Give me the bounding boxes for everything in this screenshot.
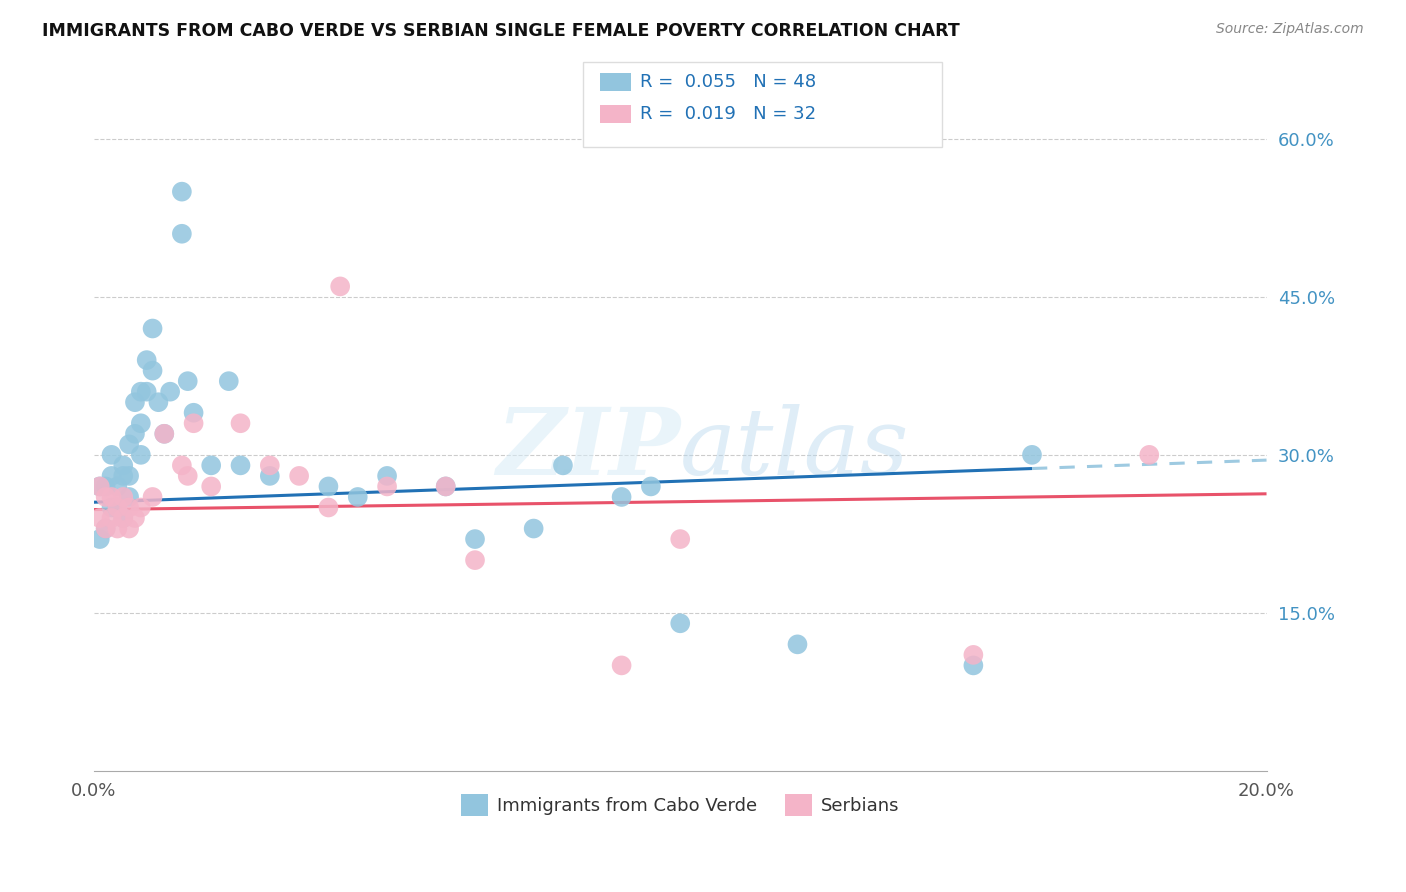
Point: [105, 500, 128, 515]
Point: [94, 522, 117, 536]
Point: [100, 500, 122, 515]
Point: [259, 458, 281, 473]
Point: [464, 553, 486, 567]
Point: [118, 437, 141, 451]
Point: [89, 532, 111, 546]
Point: [229, 458, 252, 473]
Point: [129, 417, 152, 431]
Point: [142, 363, 165, 377]
Point: [640, 479, 662, 493]
Point: [89, 479, 111, 493]
Point: [118, 490, 141, 504]
Point: [100, 490, 122, 504]
Point: [105, 500, 128, 515]
Point: [229, 417, 252, 431]
Point: [434, 479, 457, 493]
Point: [962, 658, 984, 673]
Point: [118, 469, 141, 483]
Point: [100, 469, 122, 483]
Point: [124, 426, 146, 441]
Point: [962, 648, 984, 662]
Point: [375, 479, 398, 493]
Point: [89, 511, 111, 525]
Legend: Immigrants from Cabo Verde, Serbians: Immigrants from Cabo Verde, Serbians: [454, 787, 907, 823]
Text: ZIP: ZIP: [496, 404, 681, 494]
Point: [148, 395, 170, 409]
Point: [105, 479, 128, 493]
Point: [112, 458, 135, 473]
Point: [118, 500, 141, 515]
Point: [434, 479, 457, 493]
Point: [142, 321, 165, 335]
Point: [100, 511, 122, 525]
Point: [112, 511, 135, 525]
Point: [183, 417, 205, 431]
Point: [218, 374, 240, 388]
Point: [100, 448, 122, 462]
Point: [135, 353, 157, 368]
Point: [1137, 448, 1160, 462]
Point: [153, 426, 176, 441]
Text: R =  0.055   N = 48: R = 0.055 N = 48: [640, 73, 815, 91]
Point: [177, 469, 200, 483]
Point: [170, 458, 193, 473]
Point: [124, 395, 146, 409]
Point: [669, 616, 692, 631]
Point: [610, 490, 633, 504]
Text: IMMIGRANTS FROM CABO VERDE VS SERBIAN SINGLE FEMALE POVERTY CORRELATION CHART: IMMIGRANTS FROM CABO VERDE VS SERBIAN SI…: [42, 22, 960, 40]
Point: [129, 384, 152, 399]
Point: [112, 511, 135, 525]
Point: [610, 658, 633, 673]
Point: [669, 532, 692, 546]
Point: [142, 490, 165, 504]
Point: [112, 469, 135, 483]
Point: [170, 227, 193, 241]
Point: [94, 479, 117, 493]
Point: [1021, 448, 1043, 462]
Point: [318, 500, 340, 515]
Point: [523, 522, 546, 536]
Text: R =  0.019   N = 32: R = 0.019 N = 32: [640, 105, 815, 123]
Point: [183, 406, 205, 420]
Text: atlas: atlas: [681, 404, 910, 494]
Point: [346, 490, 368, 504]
Point: [375, 469, 398, 483]
Point: [464, 532, 486, 546]
Point: [135, 384, 157, 399]
Point: [200, 479, 222, 493]
Point: [318, 479, 340, 493]
Point: [94, 490, 117, 504]
Point: [124, 511, 146, 525]
Point: [153, 426, 176, 441]
Point: [200, 458, 222, 473]
Point: [129, 500, 152, 515]
Point: [551, 458, 574, 473]
Point: [159, 384, 181, 399]
Point: [89, 479, 111, 493]
Point: [259, 469, 281, 483]
Point: [786, 637, 808, 651]
Point: [129, 448, 152, 462]
Point: [177, 374, 200, 388]
Point: [112, 490, 135, 504]
Text: Source: ZipAtlas.com: Source: ZipAtlas.com: [1216, 22, 1364, 37]
Point: [329, 279, 352, 293]
Point: [94, 522, 117, 536]
Point: [288, 469, 311, 483]
Point: [105, 522, 128, 536]
Point: [170, 185, 193, 199]
Point: [118, 522, 141, 536]
